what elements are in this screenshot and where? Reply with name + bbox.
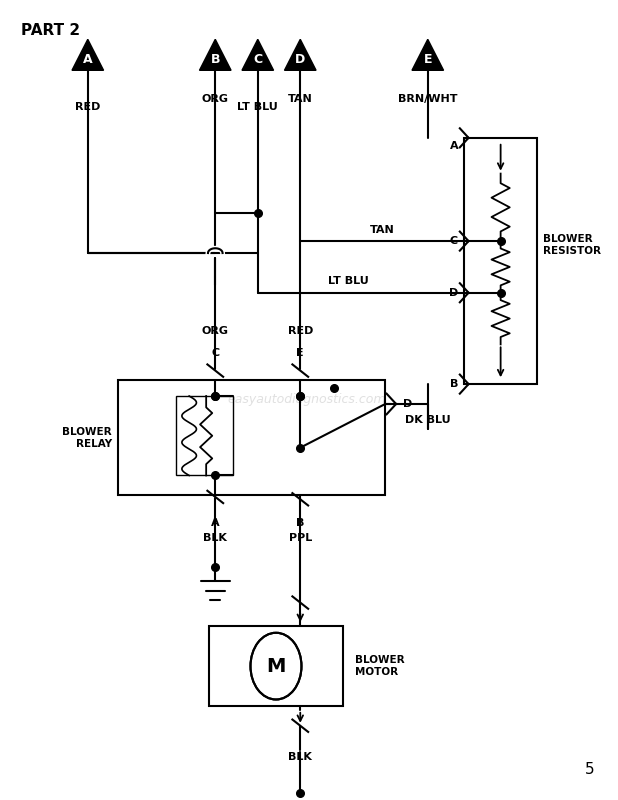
Text: BLOWER
RELAY: BLOWER RELAY xyxy=(62,427,112,449)
Text: A: A xyxy=(211,518,219,527)
Text: BRN/WHT: BRN/WHT xyxy=(398,94,457,104)
Polygon shape xyxy=(200,39,231,70)
Polygon shape xyxy=(284,39,316,70)
Text: D: D xyxy=(295,54,305,66)
Text: B: B xyxy=(450,379,458,389)
Text: E: E xyxy=(297,348,304,358)
Text: M: M xyxy=(266,657,286,676)
Text: LT BLU: LT BLU xyxy=(237,102,278,112)
Text: TAN: TAN xyxy=(288,94,313,104)
Text: C: C xyxy=(211,348,219,358)
Bar xyxy=(176,396,234,475)
Text: A: A xyxy=(449,141,458,150)
Text: B: B xyxy=(211,54,220,66)
Text: ORG: ORG xyxy=(201,94,229,104)
Polygon shape xyxy=(72,39,104,70)
Text: BLOWER
RESISTOR: BLOWER RESISTOR xyxy=(543,234,601,256)
Text: LT BLU: LT BLU xyxy=(328,276,369,286)
Text: BLK: BLK xyxy=(203,533,227,542)
Bar xyxy=(118,380,385,495)
Polygon shape xyxy=(412,39,444,70)
Text: BLOWER
MOTOR: BLOWER MOTOR xyxy=(355,655,405,677)
Bar xyxy=(260,650,293,682)
Text: ORG: ORG xyxy=(201,326,229,337)
Text: DK BLU: DK BLU xyxy=(405,415,451,425)
Text: RED: RED xyxy=(75,102,101,112)
Text: BLK: BLK xyxy=(289,752,312,762)
Text: PPL: PPL xyxy=(289,533,312,542)
Bar xyxy=(210,626,343,706)
Text: PART 2: PART 2 xyxy=(21,22,80,38)
Text: B: B xyxy=(296,518,305,527)
Text: D: D xyxy=(449,288,458,298)
Text: TAN: TAN xyxy=(370,225,395,234)
Polygon shape xyxy=(242,39,274,70)
Text: C: C xyxy=(253,54,262,66)
Text: A: A xyxy=(83,54,93,66)
Text: E: E xyxy=(423,54,432,66)
Text: D: D xyxy=(404,399,413,409)
Text: C: C xyxy=(450,236,458,246)
Bar xyxy=(464,138,537,384)
Text: 5: 5 xyxy=(585,762,595,778)
Circle shape xyxy=(250,633,302,699)
Text: easyautodiagnostics.com: easyautodiagnostics.com xyxy=(227,394,386,406)
Text: RED: RED xyxy=(287,326,313,337)
